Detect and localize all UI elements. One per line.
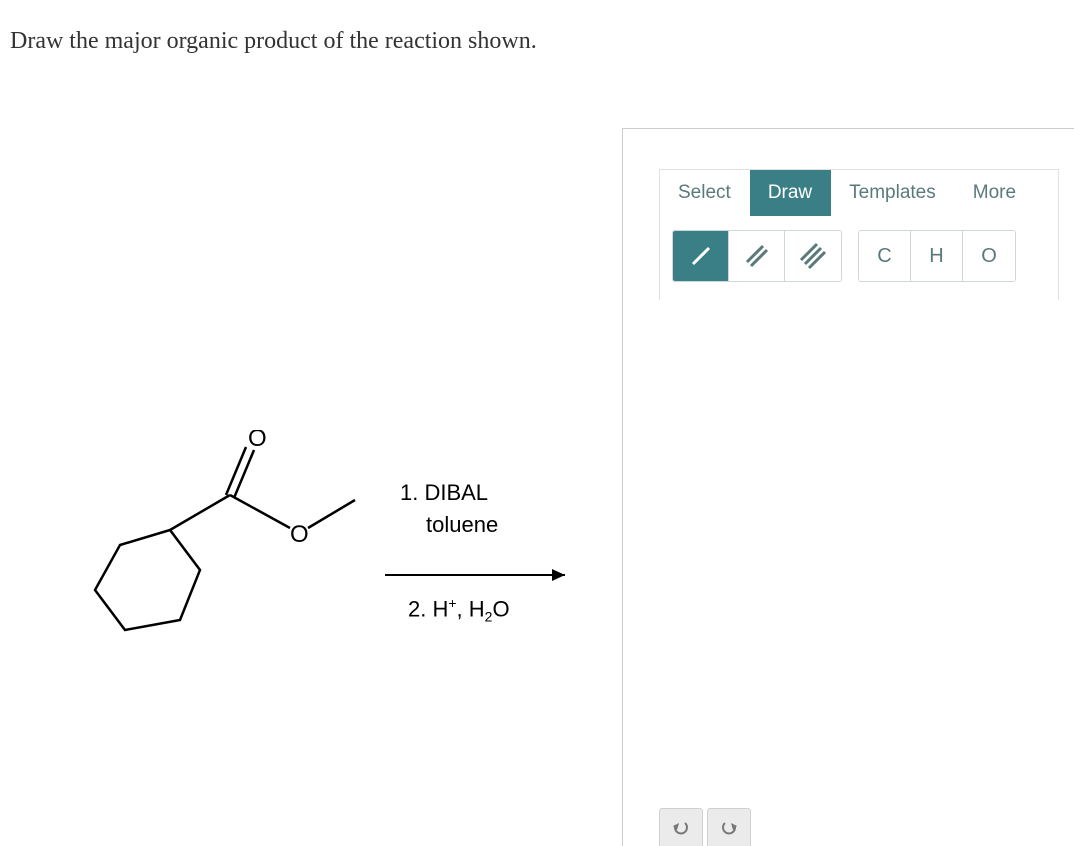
undo-icon <box>671 819 691 837</box>
question-prompt: Draw the major organic product of the re… <box>10 28 537 55</box>
workup-text-2: , H <box>457 596 485 621</box>
reaction-scheme: O O 1. DIBAL toluene 2. H+, H2O <box>60 430 580 690</box>
workup-text-1: 2. H <box>408 596 448 621</box>
redo-button[interactable] <box>707 808 751 846</box>
tab-select[interactable]: Select <box>660 170 750 216</box>
tab-more[interactable]: More <box>955 170 1035 216</box>
redo-icon <box>719 819 739 837</box>
reaction-arrow <box>380 560 580 590</box>
workup-text-3: O <box>492 596 509 621</box>
reagent-conditions: 1. DIBAL toluene <box>400 480 498 544</box>
triple-bond-icon <box>798 241 828 271</box>
atom-c-button[interactable]: C <box>859 231 911 281</box>
bottom-controls <box>659 808 751 846</box>
reagent-line-2: toluene <box>400 512 498 538</box>
carbonyl-oxygen-label: O <box>248 430 267 452</box>
workup-conditions: 2. H+, H2O <box>408 595 510 625</box>
atom-tool-group: C H O <box>858 230 1016 282</box>
bond-tool-group <box>672 230 842 282</box>
editor-toolbar: Select Draw Templates More <box>659 169 1059 300</box>
tab-row: Select Draw Templates More <box>660 170 1058 216</box>
starting-material-structure: O O <box>60 430 380 690</box>
double-bond-button[interactable] <box>729 231 785 281</box>
tab-templates[interactable]: Templates <box>831 170 955 216</box>
workup-superscript: + <box>448 595 456 611</box>
reagent-line-1: 1. DIBAL <box>400 480 498 506</box>
single-bond-icon <box>687 242 715 270</box>
atom-o-button[interactable]: O <box>963 231 1015 281</box>
double-bond-icon <box>743 242 771 270</box>
triple-bond-button[interactable] <box>785 231 841 281</box>
tool-row: C H O <box>660 216 1058 300</box>
single-bond-button[interactable] <box>673 231 729 281</box>
tab-draw[interactable]: Draw <box>750 170 831 216</box>
atom-h-button[interactable]: H <box>911 231 963 281</box>
ester-oxygen-label: O <box>290 521 309 548</box>
undo-button[interactable] <box>659 808 703 846</box>
drawing-editor-panel: Select Draw Templates More <box>622 128 1074 846</box>
